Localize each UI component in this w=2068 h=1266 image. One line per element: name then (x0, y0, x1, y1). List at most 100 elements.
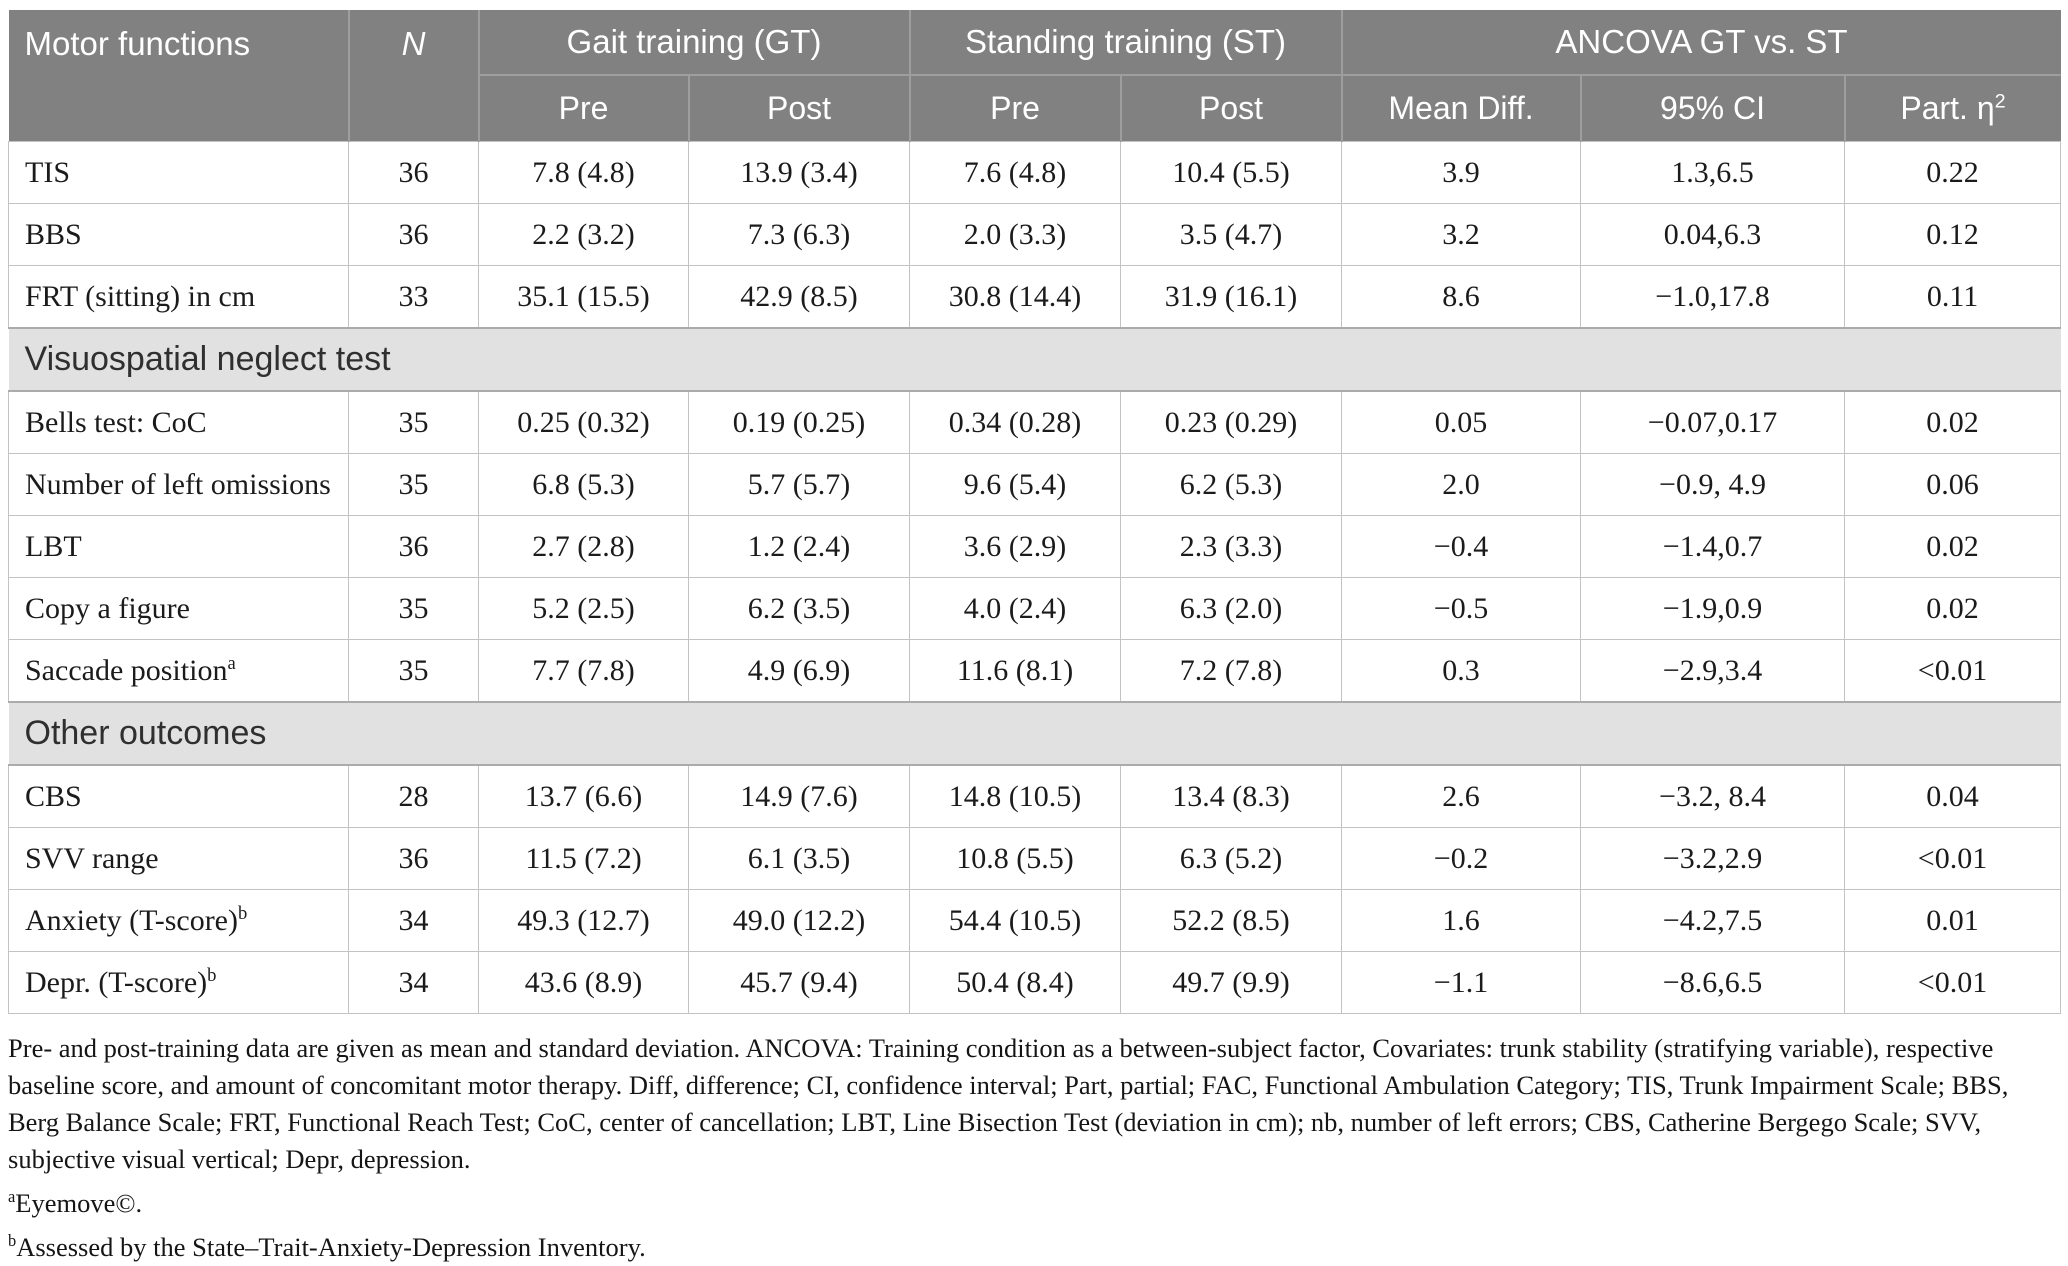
header-sub-row: Pre Post Pre Post Mean Diff. 95% CI Part. η2 (9, 75, 2061, 142)
table-cell: 3.2 (1341, 203, 1581, 266)
table-cell: 2.3 (3.3) (1120, 515, 1342, 578)
table-cell: −0.4 (1341, 515, 1581, 578)
table-cell: 3.9 (1341, 141, 1581, 204)
table-cell: 2.6 (1341, 764, 1581, 828)
row-label-text: LBT (25, 529, 82, 563)
table-footnotes: Pre- and post-training data are given as… (8, 1030, 2058, 1266)
table-cell: 49.3 (12.7) (478, 889, 689, 952)
cell-n: 28 (348, 764, 479, 828)
results-table: Motor functions N Gait training (GT) Standi… (8, 10, 2062, 1014)
table-cell: 11.6 (8.1) (909, 639, 1121, 703)
row-label: Depr. (T-score)b (8, 951, 349, 1014)
table-cell: 8.6 (1341, 265, 1581, 329)
table-cell: 13.7 (6.6) (478, 764, 689, 828)
row-label-text: TIS (25, 155, 70, 189)
column-subheader-label: Part. η (1900, 90, 1995, 126)
cell-n: 35 (348, 390, 479, 454)
table-cell: 0.22 (1843, 141, 2062, 204)
row-label: SVV range (8, 827, 349, 890)
table-cell: 7.8 (4.8) (478, 141, 689, 204)
table-cell: −8.6,6.5 (1580, 951, 1845, 1014)
table-cell: 0.01 (1843, 889, 2062, 952)
superscript: 2 (1994, 90, 2006, 113)
row-label-text: CBS (25, 779, 82, 813)
table-cell: 6.3 (2.0) (1120, 577, 1342, 640)
column-subheader-label: Pre (558, 90, 609, 126)
row-label-text: Saccade position (25, 654, 228, 687)
table-cell: 0.11 (1843, 265, 2062, 329)
footnote-line: bAssessed by the State–Trait-Anxiety-Dep… (8, 1222, 2058, 1266)
table-cell: 0.02 (1843, 577, 2062, 640)
column-group-header: Gait training (GT) (478, 10, 911, 76)
table-cell: 0.34 (0.28) (909, 390, 1121, 454)
table-cell: 0.19 (0.25) (688, 390, 910, 454)
table-cell: 13.9 (3.4) (688, 141, 910, 204)
superscript: b (207, 965, 217, 986)
table-cell: 7.7 (7.8) (478, 639, 689, 703)
column-subheader: Post (688, 75, 911, 142)
footnote-text: Assessed by the State–Trait-Anxiety-Depr… (16, 1231, 646, 1262)
cell-n: 36 (348, 203, 479, 266)
table-cell: 6.8 (5.3) (478, 453, 689, 516)
table-cell: 6.3 (5.2) (1120, 827, 1342, 890)
table-cell: −1.0,17.8 (1580, 265, 1845, 329)
table-row: BBS 36 2.2 (3.2) 7.3 (6.3) 2.0 (3.3) 3.5 (4.7… (8, 203, 2062, 266)
table-cell: 0.25 (0.32) (478, 390, 689, 454)
table-cell: 0.12 (1843, 203, 2062, 266)
cell-n: 36 (348, 141, 479, 204)
table-cell: 13.4 (8.3) (1120, 764, 1342, 828)
table-cell: 0.04 (1843, 764, 2062, 828)
table-row: Anxiety (T-score)b 34 49.3 (12.7) 49.0 (12.… (8, 889, 2062, 952)
table-row: Number of left omissions 35 6.8 (5.3) 5.7 (… (8, 453, 2062, 516)
header-group-row: Motor functions N Gait training (GT) Standi… (8, 10, 2061, 142)
table-cell: 10.4 (5.5) (1120, 141, 1342, 204)
column-subheader-label: Pre (990, 90, 1040, 126)
table-cell: −0.9, 4.9 (1580, 453, 1845, 516)
table-cell: −4.2,7.5 (1580, 889, 1845, 952)
row-label-text: Depr. (T-score) (25, 966, 208, 999)
row-label-text: Bells test: CoC (25, 405, 207, 439)
table-cell: −0.2 (1341, 827, 1581, 890)
table-cell: <0.01 (1843, 639, 2062, 703)
table-cell: 14.8 (10.5) (909, 764, 1121, 828)
table-cell: 43.6 (8.9) (478, 951, 689, 1014)
table-cell: 0.02 (1843, 515, 2062, 578)
row-label-text: FRT (sitting) in cm (25, 279, 256, 313)
table-body: TIS 36 7.8 (4.8) 13.9 (3.4) 7.6 (4.8) 10.4 (5… (8, 141, 2062, 1014)
table-row: Depr. (T-score)b 34 43.6 (8.9) 45.7 (9.4) 50… (8, 951, 2062, 1014)
footnote-marker: a (8, 1187, 16, 1206)
row-label-text: Number of left omissions (25, 467, 331, 501)
cell-n: 35 (348, 639, 479, 703)
row-label: CBS (8, 764, 349, 828)
row-label: Bells test: CoC (8, 390, 349, 454)
table-cell: 1.3,6.5 (1580, 141, 1845, 204)
column-group-header: Standing training (ST) (909, 10, 1343, 76)
column-subheader: Pre (909, 75, 1122, 142)
row-label: Number of left omissions (8, 453, 349, 516)
table-cell: 7.6 (4.8) (909, 141, 1121, 204)
table-cell: 31.9 (16.1) (1120, 265, 1342, 329)
column-subheader: Part. η2 (1844, 75, 2061, 142)
table-cell: 0.23 (0.29) (1120, 390, 1342, 454)
table-cell: 1.2 (2.4) (688, 515, 910, 578)
column-header-motor-functions: Motor functions (8, 10, 350, 142)
table-cell: 9.6 (5.4) (909, 453, 1121, 516)
table-cell: 4.0 (2.4) (909, 577, 1121, 640)
column-subheader-label: Post (1198, 90, 1264, 126)
table-cell: 2.0 (3.3) (909, 203, 1121, 266)
table-cell: 5.2 (2.5) (478, 577, 689, 640)
cell-n: 35 (348, 453, 479, 516)
table-cell: 4.9 (6.9) (688, 639, 910, 703)
table-cell: −2.9,3.4 (1580, 639, 1845, 703)
table-cell: 52.2 (8.5) (1120, 889, 1342, 952)
cell-n: 34 (348, 951, 479, 1014)
table-cell: 7.2 (7.8) (1120, 639, 1342, 703)
cell-n: 36 (348, 827, 479, 890)
table-cell: −1.4,0.7 (1580, 515, 1845, 578)
table-cell: 42.9 (8.5) (688, 265, 910, 329)
table-cell: 49.0 (12.2) (688, 889, 910, 952)
row-label-text: Anxiety (T-score) (25, 904, 238, 937)
table-cell: −0.5 (1341, 577, 1581, 640)
superscript: a (227, 653, 236, 674)
